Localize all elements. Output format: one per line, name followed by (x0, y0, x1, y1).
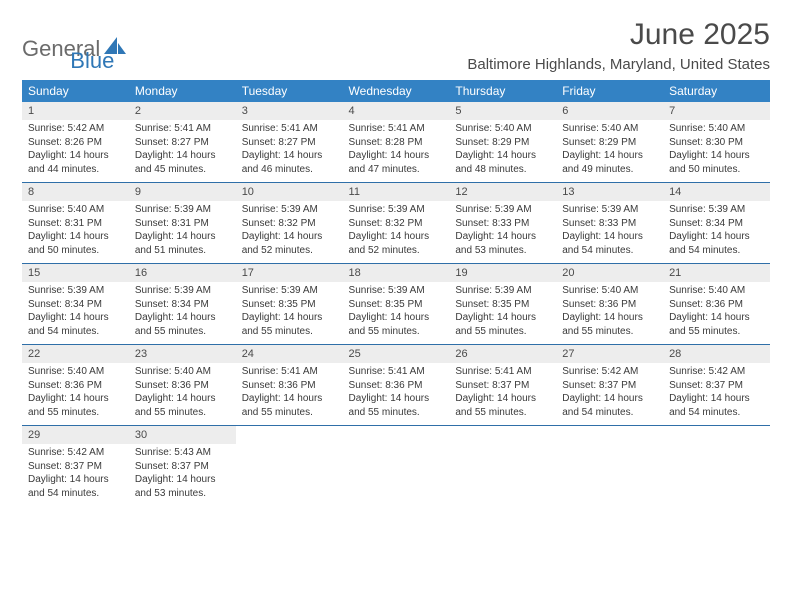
day-number-row: 1234567 (22, 102, 770, 120)
day-number-cell: 11 (343, 183, 450, 202)
day-number-cell: 4 (343, 102, 450, 120)
day-detail-cell: Sunrise: 5:42 AMSunset: 8:37 PMDaylight:… (22, 444, 129, 506)
day-detail-cell: Sunrise: 5:42 AMSunset: 8:37 PMDaylight:… (663, 363, 770, 426)
day-number-row: 2930 (22, 426, 770, 445)
day-detail-cell: Sunrise: 5:42 AMSunset: 8:26 PMDaylight:… (22, 120, 129, 183)
day-detail-cell: Sunrise: 5:42 AMSunset: 8:37 PMDaylight:… (556, 363, 663, 426)
logo-text-blue: Blue (70, 48, 114, 74)
day-detail-cell: Sunrise: 5:39 AMSunset: 8:32 PMDaylight:… (343, 201, 450, 264)
weekday-header: Wednesday (343, 80, 450, 102)
day-number-cell: 3 (236, 102, 343, 120)
day-number-cell: 24 (236, 345, 343, 364)
day-number-cell: 22 (22, 345, 129, 364)
day-number-cell: 29 (22, 426, 129, 445)
day-number-cell: 15 (22, 264, 129, 283)
day-number-cell: 26 (449, 345, 556, 364)
day-detail-cell: Sunrise: 5:40 AMSunset: 8:29 PMDaylight:… (556, 120, 663, 183)
day-detail-cell: Sunrise: 5:39 AMSunset: 8:35 PMDaylight:… (236, 282, 343, 345)
weekday-header: Tuesday (236, 80, 343, 102)
day-number-cell: 27 (556, 345, 663, 364)
day-number-cell: 6 (556, 102, 663, 120)
day-number-cell: 10 (236, 183, 343, 202)
weekday-header: Monday (129, 80, 236, 102)
day-detail-cell: Sunrise: 5:40 AMSunset: 8:36 PMDaylight:… (663, 282, 770, 345)
day-detail-cell (556, 444, 663, 506)
day-detail-cell: Sunrise: 5:41 AMSunset: 8:36 PMDaylight:… (343, 363, 450, 426)
day-detail-cell: Sunrise: 5:40 AMSunset: 8:36 PMDaylight:… (22, 363, 129, 426)
day-number-cell: 18 (343, 264, 450, 283)
day-detail-cell: Sunrise: 5:39 AMSunset: 8:34 PMDaylight:… (22, 282, 129, 345)
day-detail-cell (343, 444, 450, 506)
day-number-cell (343, 426, 450, 445)
day-detail-cell: Sunrise: 5:39 AMSunset: 8:33 PMDaylight:… (556, 201, 663, 264)
day-detail-cell: Sunrise: 5:39 AMSunset: 8:35 PMDaylight:… (449, 282, 556, 345)
day-number-cell (556, 426, 663, 445)
day-detail-cell: Sunrise: 5:41 AMSunset: 8:27 PMDaylight:… (129, 120, 236, 183)
weekday-header: Friday (556, 80, 663, 102)
day-detail-cell: Sunrise: 5:40 AMSunset: 8:36 PMDaylight:… (556, 282, 663, 345)
day-detail-cell (449, 444, 556, 506)
weekday-header: Thursday (449, 80, 556, 102)
day-number-cell: 9 (129, 183, 236, 202)
day-detail-cell: Sunrise: 5:39 AMSunset: 8:33 PMDaylight:… (449, 201, 556, 264)
day-number-cell: 17 (236, 264, 343, 283)
day-number-row: 15161718192021 (22, 264, 770, 283)
day-detail-cell: Sunrise: 5:39 AMSunset: 8:34 PMDaylight:… (663, 201, 770, 264)
day-detail-cell: Sunrise: 5:43 AMSunset: 8:37 PMDaylight:… (129, 444, 236, 506)
day-detail-cell: Sunrise: 5:41 AMSunset: 8:36 PMDaylight:… (236, 363, 343, 426)
day-detail-row: Sunrise: 5:40 AMSunset: 8:31 PMDaylight:… (22, 201, 770, 264)
day-number-cell: 8 (22, 183, 129, 202)
day-number-cell: 23 (129, 345, 236, 364)
weekday-header: Sunday (22, 80, 129, 102)
day-detail-cell (236, 444, 343, 506)
day-detail-cell: Sunrise: 5:39 AMSunset: 8:32 PMDaylight:… (236, 201, 343, 264)
day-detail-row: Sunrise: 5:39 AMSunset: 8:34 PMDaylight:… (22, 282, 770, 345)
day-detail-cell: Sunrise: 5:40 AMSunset: 8:29 PMDaylight:… (449, 120, 556, 183)
day-number-cell: 30 (129, 426, 236, 445)
day-number-row: 22232425262728 (22, 345, 770, 364)
day-detail-cell: Sunrise: 5:39 AMSunset: 8:31 PMDaylight:… (129, 201, 236, 264)
day-detail-cell: Sunrise: 5:39 AMSunset: 8:35 PMDaylight:… (343, 282, 450, 345)
day-number-cell: 7 (663, 102, 770, 120)
day-detail-cell: Sunrise: 5:39 AMSunset: 8:34 PMDaylight:… (129, 282, 236, 345)
day-number-cell: 1 (22, 102, 129, 120)
day-number-cell: 25 (343, 345, 450, 364)
day-number-cell: 19 (449, 264, 556, 283)
month-title: June 2025 (467, 18, 770, 52)
day-number-cell: 28 (663, 345, 770, 364)
day-detail-cell: Sunrise: 5:41 AMSunset: 8:27 PMDaylight:… (236, 120, 343, 183)
day-detail-cell: Sunrise: 5:41 AMSunset: 8:28 PMDaylight:… (343, 120, 450, 183)
day-detail-row: Sunrise: 5:42 AMSunset: 8:26 PMDaylight:… (22, 120, 770, 183)
day-number-cell: 20 (556, 264, 663, 283)
logo: General Blue (22, 18, 114, 74)
day-number-cell (449, 426, 556, 445)
day-detail-cell: Sunrise: 5:40 AMSunset: 8:36 PMDaylight:… (129, 363, 236, 426)
day-number-cell: 13 (556, 183, 663, 202)
day-detail-row: Sunrise: 5:42 AMSunset: 8:37 PMDaylight:… (22, 444, 770, 506)
day-number-cell (236, 426, 343, 445)
day-number-cell: 5 (449, 102, 556, 120)
day-detail-cell (663, 444, 770, 506)
day-detail-row: Sunrise: 5:40 AMSunset: 8:36 PMDaylight:… (22, 363, 770, 426)
day-number-cell: 16 (129, 264, 236, 283)
calendar-table: Sunday Monday Tuesday Wednesday Thursday… (22, 80, 770, 506)
weekday-header-row: Sunday Monday Tuesday Wednesday Thursday… (22, 80, 770, 102)
day-number-cell (663, 426, 770, 445)
day-number-cell: 14 (663, 183, 770, 202)
day-detail-cell: Sunrise: 5:41 AMSunset: 8:37 PMDaylight:… (449, 363, 556, 426)
day-number-cell: 21 (663, 264, 770, 283)
title-block: June 2025 Baltimore Highlands, Maryland,… (467, 18, 770, 73)
day-number-cell: 2 (129, 102, 236, 120)
day-detail-cell: Sunrise: 5:40 AMSunset: 8:31 PMDaylight:… (22, 201, 129, 264)
location: Baltimore Highlands, Maryland, United St… (467, 56, 770, 73)
day-number-cell: 12 (449, 183, 556, 202)
day-number-row: 891011121314 (22, 183, 770, 202)
weekday-header: Saturday (663, 80, 770, 102)
day-detail-cell: Sunrise: 5:40 AMSunset: 8:30 PMDaylight:… (663, 120, 770, 183)
header: General Blue June 2025 Baltimore Highlan… (22, 18, 770, 74)
